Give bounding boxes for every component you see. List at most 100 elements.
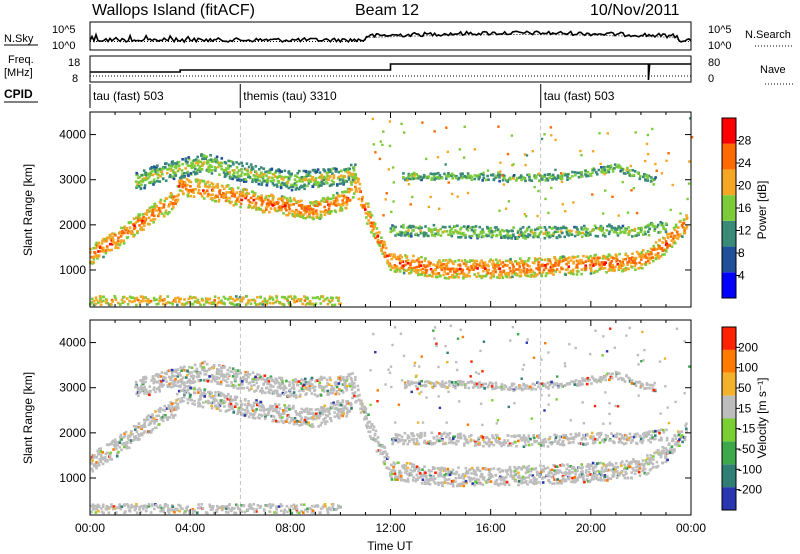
echo-cell xyxy=(655,254,658,257)
echo-cell xyxy=(568,232,572,235)
echo-cell xyxy=(526,173,529,177)
echo-cell xyxy=(307,421,310,425)
echo-cell xyxy=(483,274,486,278)
echo-cell xyxy=(566,175,569,179)
echo-cell xyxy=(110,248,113,252)
echo-cell xyxy=(566,463,569,466)
echo-cell xyxy=(445,177,448,180)
echo-cell xyxy=(421,121,424,124)
echo-cell xyxy=(566,233,569,236)
echo-cell xyxy=(517,474,521,478)
echo-cell xyxy=(550,134,553,137)
echo-cell xyxy=(615,254,618,258)
echo-cell xyxy=(295,175,299,179)
echo-cell xyxy=(553,176,557,180)
echo-cell xyxy=(378,157,382,161)
echo-cell xyxy=(123,432,126,435)
echo-cell xyxy=(232,411,235,414)
echo-cell xyxy=(516,262,519,266)
echo-cell xyxy=(258,417,261,420)
echo-cell xyxy=(498,209,501,212)
echo-cell xyxy=(367,202,370,205)
echo-cell xyxy=(670,239,673,242)
echo-cell xyxy=(220,399,223,402)
echo-cell xyxy=(598,471,602,475)
echo-cell xyxy=(541,175,544,178)
echo-cell xyxy=(673,240,676,243)
echo-cell xyxy=(663,451,667,454)
echo-cell xyxy=(493,226,497,229)
echo-cell xyxy=(642,467,645,470)
echo-cell xyxy=(215,407,219,410)
echo-cell xyxy=(521,226,525,229)
echo-cell xyxy=(111,241,115,244)
echo-cell xyxy=(342,412,345,415)
echo-cell xyxy=(458,264,462,267)
echo-cell xyxy=(154,168,157,171)
echo-cell xyxy=(594,253,597,257)
echo-cell xyxy=(594,471,597,474)
echo-cell xyxy=(345,414,348,418)
echo-cell xyxy=(651,222,654,226)
echo-cell xyxy=(350,183,353,186)
echo-cell xyxy=(577,230,581,234)
echo-cell xyxy=(277,413,281,417)
echo-cell xyxy=(537,172,541,175)
echo-cell xyxy=(443,481,447,485)
echo-cell xyxy=(406,259,410,262)
echo-cell xyxy=(269,200,272,204)
echo-cell xyxy=(502,183,506,186)
echo-cell xyxy=(240,174,243,178)
echo-cell xyxy=(618,228,621,231)
echo-cell xyxy=(516,237,519,240)
echo-cell xyxy=(295,200,298,204)
echo-cell xyxy=(347,402,351,405)
echo-cell xyxy=(592,466,595,469)
echo-cell xyxy=(394,267,397,270)
echo-cell xyxy=(464,479,468,483)
echo-cell xyxy=(361,206,365,209)
echo-cell xyxy=(201,180,205,183)
echo-cell xyxy=(290,183,293,187)
echo-cell xyxy=(245,405,249,408)
echo-cell xyxy=(487,178,490,181)
echo-cell xyxy=(105,245,109,248)
echo-cell xyxy=(129,220,133,224)
echo-cell xyxy=(560,471,564,475)
echo-cell xyxy=(387,456,390,459)
echo-cell xyxy=(489,258,492,261)
echo-cell xyxy=(341,407,345,410)
echo-cell xyxy=(187,391,191,395)
echo-cell xyxy=(472,268,475,271)
echo-cell xyxy=(485,481,488,484)
echo-cell xyxy=(171,203,175,206)
echo-cell xyxy=(256,195,260,199)
echo-cell xyxy=(560,177,564,180)
echo-cell xyxy=(520,477,524,481)
echo-cell xyxy=(145,210,149,213)
echo-cell xyxy=(307,182,311,185)
echo-cell xyxy=(314,296,318,300)
echo-cell xyxy=(352,192,356,195)
echo-cell xyxy=(512,270,516,274)
echo-cell xyxy=(523,262,527,266)
echo-cell xyxy=(168,416,172,419)
echo-cell xyxy=(570,233,574,236)
echo-cell xyxy=(609,164,613,167)
echo-cell xyxy=(303,187,306,191)
echo-cell xyxy=(654,162,657,166)
echo-cell xyxy=(581,466,584,469)
echo-cell xyxy=(558,257,562,261)
echo-cell xyxy=(167,205,170,208)
echo-cell xyxy=(552,473,555,477)
echo-cell xyxy=(408,271,411,275)
echo-cell xyxy=(210,172,214,175)
echo-cell xyxy=(154,170,158,174)
echo-cell xyxy=(231,190,235,193)
echo-cell xyxy=(303,208,307,211)
echo-cell xyxy=(354,181,357,185)
echo-cell xyxy=(329,201,332,204)
echo-cell xyxy=(313,169,316,173)
echo-cell xyxy=(268,210,271,214)
echo-cell xyxy=(640,250,644,254)
